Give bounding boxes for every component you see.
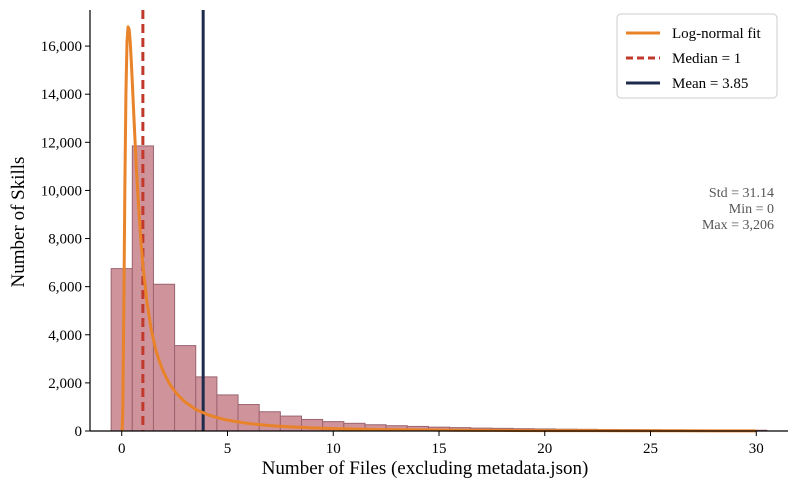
y-tick-label: 6,000	[48, 280, 82, 296]
histogram-bar	[216, 394, 239, 432]
legend-entry-median-label: Median = 1	[672, 51, 741, 67]
x-axis-ticks: 0 5 10 15 20 25 30	[118, 431, 764, 457]
y-tick-label: 4,000	[48, 328, 82, 344]
x-tick-label: 25	[643, 441, 658, 457]
histogram-bars	[110, 145, 768, 432]
y-tick-label: 0	[75, 424, 83, 440]
x-tick-label: 0	[118, 441, 126, 457]
y-tick-label: 2,000	[48, 376, 82, 392]
histogram-bar	[258, 411, 281, 432]
x-tick-label: 15	[432, 441, 447, 457]
legend-entry-fit-label: Log-normal fit	[672, 26, 762, 42]
stats-text: Min = 0	[729, 202, 774, 217]
stats-text: Std = 31.14	[709, 186, 774, 201]
x-tick-label: 30	[749, 441, 764, 457]
legend-entry-mean-label: Mean = 3.85	[672, 76, 748, 92]
y-axis-ticks: 0 2,000 4,000 6,000 8,000 10,000 12,000 14,000 1…	[41, 39, 90, 440]
lognormal-fit-line	[120, 25, 757, 433]
x-axis-label: Number of Files (excluding metadata.json…	[262, 458, 589, 479]
y-tick-label: 12,000	[41, 135, 82, 151]
x-tick-label: 5	[224, 441, 232, 457]
legend-box	[616, 13, 778, 99]
histogram-bar	[174, 345, 197, 432]
y-tick-label: 16,000	[41, 39, 82, 55]
y-axis-label: Number of Skills	[8, 157, 29, 288]
histogram-bar	[195, 376, 218, 432]
y-tick-label: 10,000	[41, 183, 82, 199]
reference-lines	[141, 10, 205, 431]
x-tick-label: 20	[537, 441, 552, 457]
histogram-bar	[279, 415, 303, 432]
y-tick-label: 14,000	[41, 87, 82, 103]
histogram-bar	[237, 404, 260, 432]
histogram-bar	[152, 283, 176, 432]
x-tick-label: 10	[326, 441, 341, 457]
stats-text: Max = 3,206	[702, 218, 774, 233]
legend: Log-normal fit Median = 1 Mean = 3.85	[616, 13, 778, 99]
y-tick-label: 8,000	[48, 232, 82, 248]
